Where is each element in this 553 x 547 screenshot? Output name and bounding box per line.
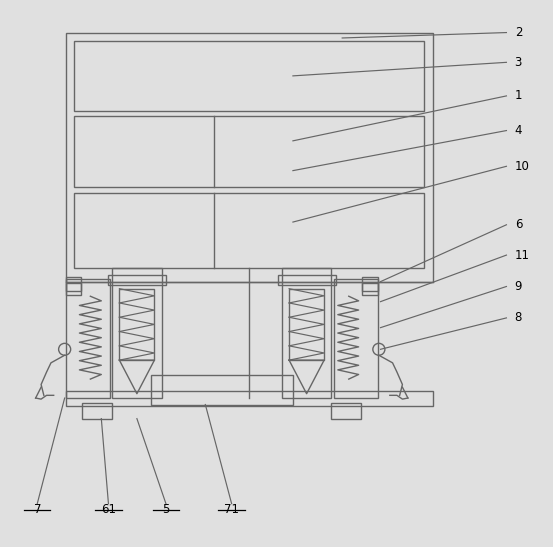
Text: 6: 6 bbox=[515, 218, 522, 231]
Text: 11: 11 bbox=[515, 248, 530, 261]
Text: 5: 5 bbox=[162, 503, 170, 515]
Bar bbox=[282, 268, 331, 398]
Text: 2: 2 bbox=[515, 26, 522, 39]
Text: 9: 9 bbox=[515, 280, 522, 293]
Text: 71: 71 bbox=[224, 503, 239, 515]
Bar bbox=[112, 268, 161, 398]
Text: 3: 3 bbox=[515, 56, 522, 69]
Bar bbox=[66, 277, 81, 291]
Bar bbox=[362, 283, 378, 295]
Text: 7: 7 bbox=[34, 503, 41, 515]
Bar bbox=[150, 375, 293, 405]
Bar bbox=[331, 404, 361, 418]
Bar bbox=[74, 194, 424, 268]
Bar bbox=[74, 117, 424, 187]
Bar bbox=[119, 289, 154, 360]
Bar bbox=[334, 279, 378, 398]
Bar bbox=[74, 40, 424, 111]
Bar bbox=[66, 279, 109, 398]
Bar bbox=[108, 275, 166, 286]
Text: 8: 8 bbox=[515, 311, 522, 324]
Bar bbox=[362, 277, 378, 291]
Text: 10: 10 bbox=[515, 160, 530, 173]
Bar bbox=[66, 283, 81, 295]
Bar bbox=[66, 33, 432, 282]
Text: 1: 1 bbox=[515, 89, 522, 102]
Bar bbox=[82, 404, 112, 418]
Text: 61: 61 bbox=[101, 503, 116, 515]
Bar bbox=[278, 275, 336, 286]
Bar bbox=[66, 391, 432, 406]
Bar bbox=[289, 289, 324, 360]
Text: 4: 4 bbox=[515, 124, 522, 137]
